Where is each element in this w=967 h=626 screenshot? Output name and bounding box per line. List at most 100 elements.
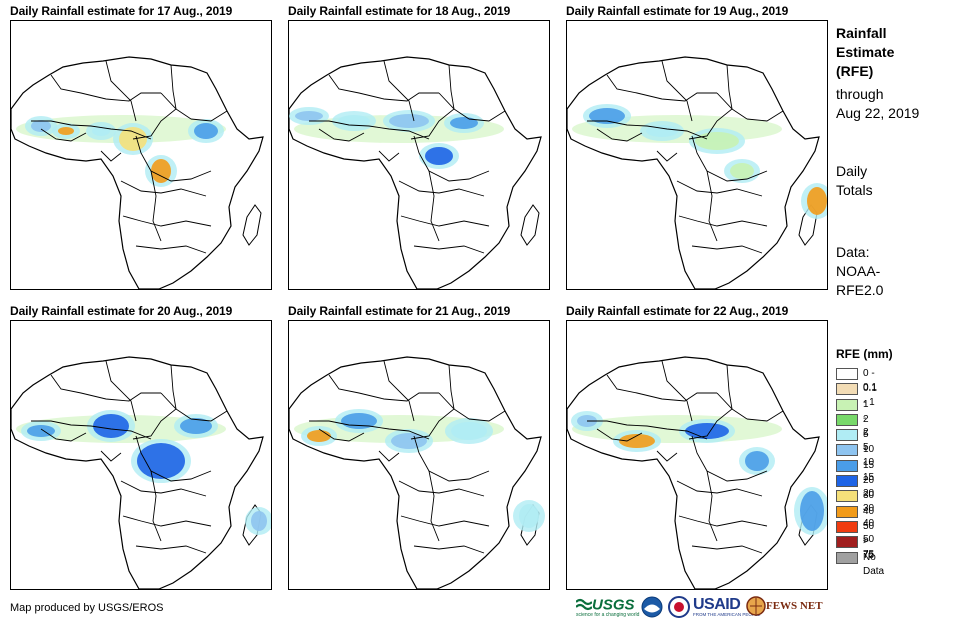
country-border — [400, 515, 490, 527]
country-border — [746, 410, 784, 422]
usgs-wave-icon — [575, 598, 593, 610]
legend-swatch — [836, 490, 858, 503]
panel-title: Daily Rainfall estimate for 22 Aug., 201… — [566, 304, 789, 318]
country-border — [428, 170, 440, 242]
noaa-emblem-icon — [641, 596, 663, 618]
africa-coastline — [567, 56, 820, 289]
rain-cell — [194, 123, 218, 139]
rainfall-map — [10, 320, 272, 590]
rain-cell — [389, 114, 429, 128]
rain-cell — [730, 163, 754, 179]
legend-label: 50 - 75 — [863, 520, 875, 560]
rain-cell — [451, 422, 487, 440]
country-border — [50, 74, 161, 102]
legend-label: > 75 — [863, 536, 875, 562]
legend-swatch — [836, 536, 858, 549]
country-border — [318, 428, 365, 442]
info-data-label: Data: — [836, 244, 870, 260]
rainfall-map — [10, 20, 272, 290]
country-border — [100, 150, 122, 162]
country-border — [726, 364, 748, 420]
info-title-rfe: (RFE) — [836, 63, 874, 79]
country-border — [596, 428, 643, 442]
country-border — [190, 110, 228, 122]
usgs-tagline: science for a changing world — [576, 612, 640, 618]
country-border — [448, 364, 470, 420]
rain-cell — [800, 491, 824, 531]
rain-cell — [745, 451, 769, 471]
africa-coastline — [567, 356, 820, 589]
country-border — [120, 180, 207, 197]
usaid-tagline: FROM THE AMERICAN PEOPLE — [693, 612, 761, 617]
rainfall-map — [566, 20, 828, 290]
country-border — [318, 128, 365, 142]
country-border — [706, 470, 718, 542]
africa-coastline — [289, 356, 542, 589]
country-border — [448, 64, 470, 120]
rain-cell — [646, 125, 678, 137]
rain-cell — [619, 434, 655, 448]
legend-swatch — [836, 398, 858, 411]
rain-cell — [589, 108, 625, 124]
country-border — [596, 128, 643, 142]
legend-label: 0 - 0.1 — [863, 368, 877, 393]
legend-label: 30 - 40 — [863, 490, 875, 530]
country-border — [661, 360, 693, 422]
country-border — [678, 515, 768, 527]
country-border — [691, 245, 763, 254]
info-data-source-2: RFE2.0 — [836, 282, 884, 298]
usaid-emblem — [668, 596, 690, 623]
country-border — [468, 110, 506, 122]
country-border — [122, 515, 212, 527]
rainfall-map — [288, 320, 550, 590]
country-border — [398, 180, 485, 197]
rain-cell — [425, 147, 453, 165]
country-border — [105, 60, 137, 122]
rain-cell — [31, 120, 51, 132]
country-border — [656, 150, 678, 162]
country-border — [413, 245, 485, 254]
country-border — [135, 545, 207, 554]
country-border — [40, 428, 87, 442]
legend-label: 15 - 20 — [863, 459, 875, 499]
noaa-logo — [641, 596, 663, 623]
map-credit: Map produced by USGS/EROS — [10, 602, 164, 614]
country-border — [468, 410, 506, 422]
country-border — [726, 64, 748, 120]
country-border — [656, 450, 678, 462]
country-border — [50, 374, 161, 402]
country-border — [691, 135, 768, 182]
africa-coastline — [289, 56, 542, 289]
legend-swatch — [836, 413, 858, 426]
africa-coastline — [11, 56, 264, 289]
usgs-logo: USGS science for a changing world — [575, 596, 640, 618]
rain-cell — [180, 418, 212, 434]
country-border — [328, 74, 439, 102]
country-border — [413, 435, 490, 482]
info-title-rainfall: Rainfall — [836, 25, 887, 41]
country-border — [150, 170, 162, 242]
country-border — [31, 120, 152, 140]
country-border — [328, 374, 439, 402]
country-border — [691, 435, 768, 482]
country-border — [170, 364, 192, 420]
rainfall-map — [566, 320, 828, 590]
legend-label: 1 - 2 — [863, 398, 869, 438]
country-border — [678, 215, 768, 227]
fews-globe-icon — [746, 596, 766, 616]
legend-title: RFE (mm) — [836, 347, 893, 361]
country-border — [587, 420, 708, 440]
legend-swatch — [836, 429, 858, 442]
legend-swatch — [836, 520, 858, 533]
panel-title: Daily Rainfall estimate for 21 Aug., 201… — [288, 304, 511, 318]
madagascar-outline — [242, 204, 262, 246]
legend-label: 2 - 5 — [863, 413, 869, 453]
agency-logos: USGS science for a changing world USAID … — [575, 594, 826, 624]
country-border — [105, 360, 137, 422]
country-border — [31, 420, 152, 440]
country-border — [676, 480, 763, 497]
madagascar-outline — [520, 204, 540, 246]
country-border — [40, 128, 87, 142]
country-border — [122, 215, 212, 227]
legend-label: 40 - 50 — [863, 505, 875, 545]
